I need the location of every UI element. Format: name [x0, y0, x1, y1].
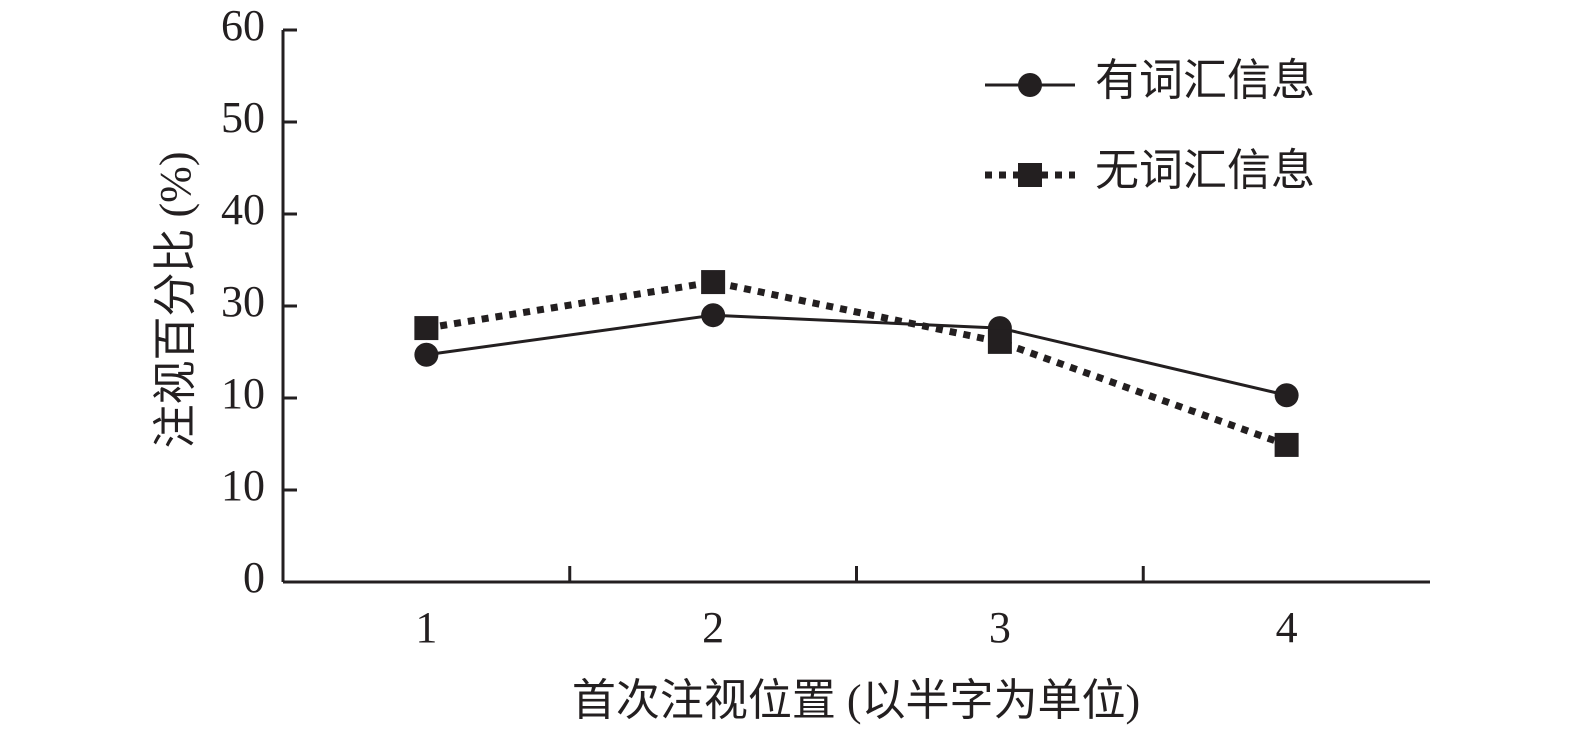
y-axis-label: 注视百分比 (%) — [151, 152, 200, 449]
y-tick-label: 10 — [221, 461, 265, 510]
legend-marker — [1018, 73, 1042, 97]
x-tick-label: 3 — [989, 603, 1011, 652]
data-point — [1274, 432, 1299, 457]
data-point — [414, 342, 439, 367]
series-line — [425, 278, 1288, 449]
y-tick-label: 40 — [221, 185, 265, 234]
y-tick-label: 50 — [221, 93, 265, 142]
legend-label: 有词汇信息 — [1095, 56, 1315, 105]
y-tick-label: 60 — [221, 1, 265, 50]
legend-marker — [1018, 163, 1042, 187]
data-point — [701, 270, 726, 295]
y-tick-label: 0 — [243, 553, 265, 602]
y-tick-label: 30 — [221, 277, 265, 326]
data-point — [1274, 383, 1299, 408]
legend-label: 无词汇信息 — [1095, 146, 1315, 195]
series-line — [426, 313, 1287, 397]
data-point — [414, 316, 439, 341]
data-point — [701, 303, 726, 328]
x-tick-label: 2 — [702, 603, 724, 652]
x-axis-label: 首次注视位置 (以半字为单位) — [572, 676, 1140, 725]
x-tick-label: 1 — [415, 603, 437, 652]
y-tick-label: 10 — [221, 369, 265, 418]
x-tick-label: 4 — [1276, 603, 1298, 652]
data-point — [987, 329, 1012, 354]
